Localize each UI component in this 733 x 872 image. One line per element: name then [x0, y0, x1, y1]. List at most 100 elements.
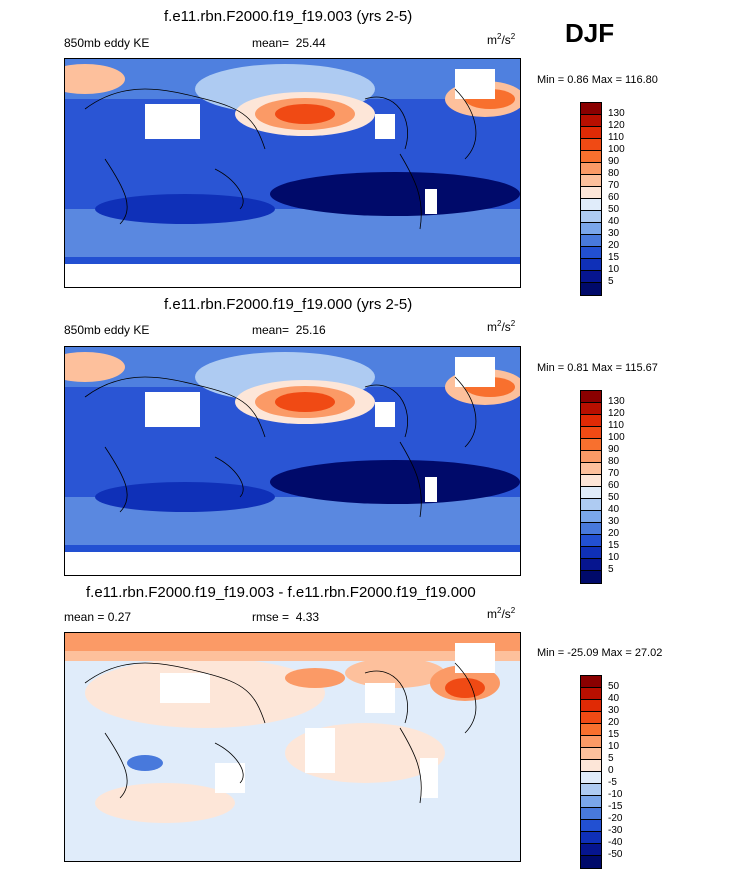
panel2-colorbar-tick: 80: [608, 456, 620, 467]
panel3-colorbar-swatch: [581, 856, 601, 868]
panel3-colorbar-swatch: [581, 832, 601, 844]
panel2-colorbar-swatch: [581, 571, 601, 583]
panel1-colorbar-swatch: [581, 283, 601, 295]
panel3-colorbar-swatch: [581, 688, 601, 700]
panel1-colorbar-tick: 130: [608, 108, 625, 119]
panel1-variable-label: 850mb eddy KE: [64, 36, 150, 50]
panel1-units: m2/s2: [487, 32, 516, 47]
panel1-colorbar-swatch: [581, 139, 601, 151]
panel1-colorbar-tick: 120: [608, 120, 625, 131]
panel1-map: [64, 58, 521, 288]
panel3-colorbar-tick: -15: [608, 801, 623, 812]
panel3-colorbar-swatch: [581, 760, 601, 772]
panel1-colorbar-tick: 70: [608, 180, 620, 191]
panel2-colorbar-tick: 30: [608, 516, 620, 527]
panel1-colorbar-swatch: [581, 151, 601, 163]
panel2-colorbar-swatch: [581, 427, 601, 439]
panel1-colorbar-swatch: [581, 163, 601, 175]
panel1-colorbar-tick: 50: [608, 204, 620, 215]
panel3-colorbar-tick: -50: [608, 849, 623, 860]
panel2-colorbar-swatch: [581, 451, 601, 463]
panel1-colorbar-tick: 10: [608, 264, 620, 275]
panel3-minmax: Min = -25.09 Max = 27.02: [537, 647, 663, 659]
panel2-colorbar-swatch: [581, 511, 601, 523]
panel2-colorbar-tick: 50: [608, 492, 620, 503]
panel1-colorbar-swatch: [581, 103, 601, 115]
panel2-colorbar-tick: 110: [608, 420, 624, 431]
panel2-colorbar-swatch: [581, 487, 601, 499]
panel1-colorbar-tick: 15: [608, 252, 620, 263]
panel1-colorbar-tick: 100: [608, 144, 625, 155]
panel1-colorbar: [580, 102, 602, 296]
panel3-title: f.e11.rbn.F2000.f19_f19.003 - f.e11.rbn.…: [86, 584, 476, 601]
panel3-colorbar-tick: -40: [608, 837, 623, 848]
panel3-colorbar-tick: -5: [608, 777, 617, 788]
panel1-mean-value: 25.44: [295, 36, 326, 50]
panel3-colorbar-tick: -10: [608, 789, 623, 800]
panel3-colorbar-swatch: [581, 808, 601, 820]
panel1-colorbar-tick: 20: [608, 240, 620, 251]
panel3-colorbar-swatch: [581, 676, 601, 688]
panel2-colorbar-tick: 40: [608, 504, 620, 515]
panel2-colorbar-swatch: [581, 475, 601, 487]
panel1-colorbar-swatch: [581, 127, 601, 139]
panel1-colorbar-swatch: [581, 223, 601, 235]
panel2-mean-label: mean= 25.16: [252, 323, 326, 337]
panel2-colorbar-swatch: [581, 463, 601, 475]
panel2-colorbar-swatch: [581, 499, 601, 511]
panel2-colorbar-tick: 100: [608, 432, 625, 443]
panel1-colorbar-swatch: [581, 175, 601, 187]
panel2-colorbar-tick: 10: [608, 552, 620, 563]
panel1-minmax: Min = 0.86 Max = 116.80: [537, 74, 658, 86]
panel3-rmse-label: rmse = 4.33: [252, 610, 320, 624]
panel2-colorbar-tick: 120: [608, 408, 625, 419]
panel2-colorbar-swatch: [581, 415, 601, 427]
panel3-colorbar-swatch: [581, 784, 601, 796]
panel3-colorbar-tick: 20: [608, 717, 620, 728]
panel3-colorbar-tick: 40: [608, 693, 620, 704]
panel3-colorbar-tick: 15: [608, 729, 620, 740]
panel3-colorbar-tick: 30: [608, 705, 620, 716]
panel1-colorbar-tick: 110: [608, 132, 624, 143]
panel3-map: [64, 632, 521, 862]
panel1-colorbar-tick: 40: [608, 216, 620, 227]
panel1-colorbar-swatch: [581, 199, 601, 211]
panel1-colorbar-tick: 30: [608, 228, 620, 239]
season-label: DJF: [565, 18, 615, 48]
panel1-colorbar-tick: 5: [608, 276, 614, 287]
panel2-colorbar-swatch: [581, 439, 601, 451]
panel2-colorbar-swatch: [581, 403, 601, 415]
panel2-colorbar-swatch: [581, 547, 601, 559]
panel3-colorbar-tick: -20: [608, 813, 623, 824]
panel2-units: m2/s2: [487, 319, 516, 334]
panel3-colorbar-tick: 10: [608, 741, 620, 752]
panel1-colorbar-swatch: [581, 271, 601, 283]
panel3-colorbar-swatch: [581, 700, 601, 712]
panel3-colorbar-swatch: [581, 712, 601, 724]
panel2-title: f.e11.rbn.F2000.f19_f19.000 (yrs 2-5): [164, 296, 413, 313]
panel2-colorbar-swatch: [581, 523, 601, 535]
panel3-colorbar-tick: 0: [608, 765, 614, 776]
panel1-colorbar-tick: 90: [608, 156, 620, 167]
panel2-colorbar-tick: 130: [608, 396, 625, 407]
panel1-colorbar-swatch: [581, 115, 601, 127]
panel3-mean-label: mean = 0.27: [64, 610, 132, 624]
panel2-colorbar-tick: 90: [608, 444, 620, 455]
panel2-minmax: Min = 0.81 Max = 115.67: [537, 362, 658, 374]
panel3-colorbar: [580, 675, 602, 869]
panel3-rmse-value: 4.33: [295, 610, 320, 624]
panel3-colorbar-swatch: [581, 844, 601, 856]
panel3-colorbar-swatch: [581, 736, 601, 748]
panel2-variable-label: 850mb eddy KE: [64, 323, 150, 337]
panel3-colorbar-tick: -30: [608, 825, 623, 836]
panel1-colorbar-tick: 60: [608, 192, 620, 203]
panel2-colorbar-swatch: [581, 535, 601, 547]
panel3-colorbar-swatch: [581, 796, 601, 808]
panel2-colorbar-tick: 5: [608, 564, 614, 575]
panel2-colorbar-swatch: [581, 391, 601, 403]
panel1-colorbar-swatch: [581, 187, 601, 199]
panel2-colorbar-tick: 20: [608, 528, 620, 539]
panel1-colorbar-tick: 80: [608, 168, 620, 179]
panel1-mean-label: mean= 25.44: [252, 36, 326, 50]
panel3-colorbar-tick: 5: [608, 753, 614, 764]
